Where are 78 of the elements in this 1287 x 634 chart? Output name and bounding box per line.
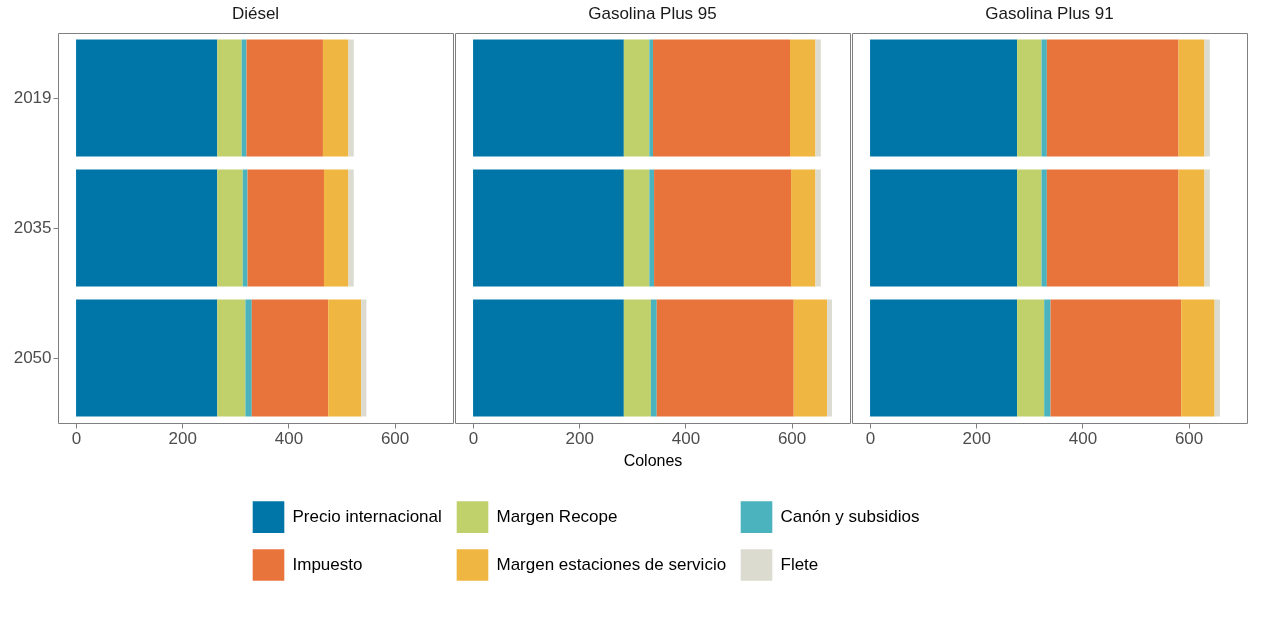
x-tick-label: 200 (168, 428, 197, 448)
x-tick-label: 0 (468, 428, 479, 448)
bar (217, 39, 242, 157)
bar (791, 169, 816, 287)
bar (473, 169, 624, 287)
bar (473, 299, 624, 417)
bar (815, 169, 821, 287)
bar (870, 39, 1018, 157)
bar (1204, 39, 1210, 157)
legend-label: Margen Recope (496, 507, 618, 527)
bar (473, 39, 624, 157)
bar (649, 169, 655, 287)
bar (1178, 39, 1205, 157)
x-tick-label: 400 (274, 428, 304, 448)
bar (1178, 169, 1205, 287)
bar (242, 169, 248, 287)
bar (246, 39, 323, 157)
x-tick-label: 600 (1174, 428, 1204, 448)
x-tick-label: 0 (71, 428, 82, 448)
bar (827, 299, 832, 417)
bar (1046, 169, 1179, 287)
bar (1050, 299, 1182, 417)
y-tick-label: 2050 (13, 348, 52, 367)
bar (653, 39, 791, 157)
bar (649, 39, 654, 157)
x-tick-label: 0 (865, 428, 876, 448)
bar (650, 299, 657, 417)
bar (348, 169, 354, 287)
bar (1041, 169, 1047, 287)
bar (1181, 299, 1215, 417)
bar (322, 39, 349, 157)
y-tick-label: 2019 (13, 88, 52, 107)
bar (654, 169, 792, 287)
legend-label: Margen estaciones de servicio (496, 555, 727, 574)
bar (76, 169, 218, 287)
bar (1214, 299, 1220, 417)
bar (328, 299, 362, 417)
bar (217, 169, 243, 287)
bar (623, 299, 651, 417)
legend-label: Flete (780, 555, 819, 574)
bar (815, 39, 821, 157)
bar (656, 299, 794, 417)
bar (1041, 39, 1047, 157)
x-tick-label: 400 (671, 428, 701, 448)
bar (1046, 39, 1179, 157)
bar (790, 39, 816, 157)
bar (1204, 169, 1210, 287)
chart-title: Diésel (231, 4, 280, 23)
x-tick-label: 600 (777, 428, 807, 448)
chart-title: Gasolina Plus 95 (588, 4, 717, 23)
x-tick-label: 400 (1068, 428, 1098, 448)
bar (76, 39, 218, 157)
bar (217, 299, 246, 417)
legend-label: Precio internacional (292, 507, 442, 527)
y-tick-label: 2035 (13, 218, 52, 237)
legend-label: Impuesto (292, 555, 363, 574)
bar (361, 299, 367, 417)
bar (323, 169, 349, 287)
bar (1044, 299, 1051, 417)
bar (793, 299, 828, 417)
x-axis-title: Colones (623, 451, 683, 469)
legend-label: Canón y subsidios (780, 507, 920, 527)
bar (348, 39, 354, 157)
x-tick-label: 200 (565, 428, 594, 448)
x-tick-label: 200 (962, 428, 991, 448)
x-tick-label: 600 (380, 428, 410, 448)
bar (1017, 169, 1042, 287)
chart-title: Gasolina Plus 91 (985, 4, 1114, 23)
bar (1017, 39, 1042, 157)
bar (623, 39, 650, 157)
bar (251, 299, 329, 417)
bar (247, 169, 324, 287)
bar (870, 169, 1018, 287)
bar (870, 299, 1018, 417)
bar (76, 299, 218, 417)
bar (623, 169, 650, 287)
bar (245, 299, 252, 417)
bar (1017, 299, 1045, 417)
